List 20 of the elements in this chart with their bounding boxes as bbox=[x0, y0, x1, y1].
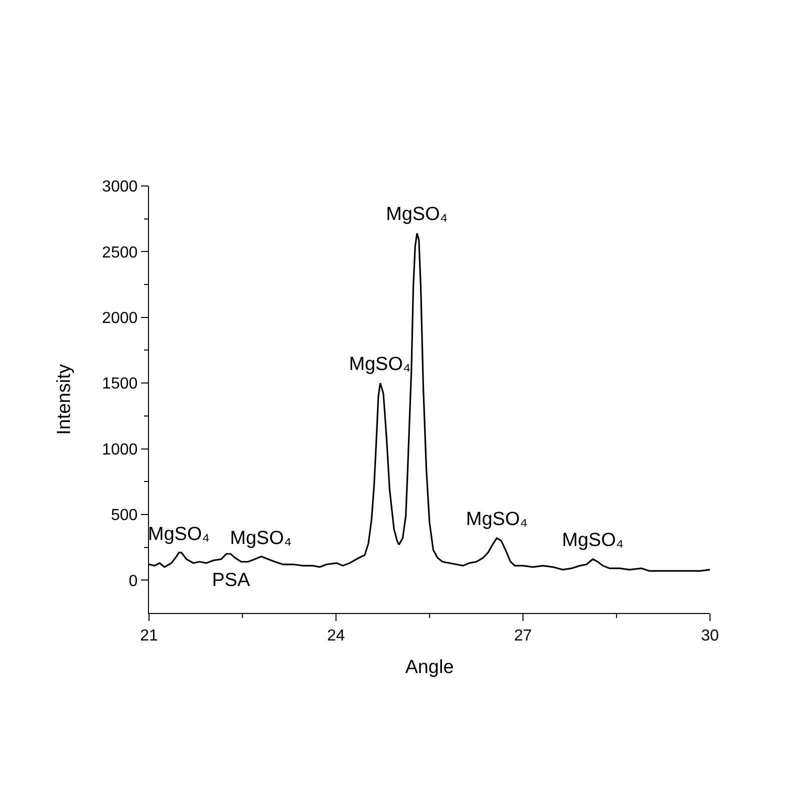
y-axis-title: Intensity bbox=[54, 364, 75, 435]
y-tick-label: 500 bbox=[110, 507, 138, 524]
x-tick-label: 24 bbox=[327, 627, 345, 644]
y-tick-label: 1000 bbox=[102, 441, 138, 458]
annotation: MgSO₄ bbox=[386, 204, 448, 225]
annotation: MgSO₄ bbox=[562, 530, 624, 551]
annotation: MgSO₄ bbox=[148, 524, 210, 545]
x-tick-label: 30 bbox=[701, 627, 719, 644]
annotation: PSA bbox=[212, 570, 250, 591]
annotation: MgSO₄ bbox=[466, 509, 528, 530]
annotation: MgSO₄ bbox=[349, 354, 411, 375]
y-tick-label: 1500 bbox=[102, 376, 138, 393]
x-axis-title: Angle bbox=[405, 657, 454, 678]
annotation: MgSO₄ bbox=[230, 528, 292, 549]
x-tick-label: 27 bbox=[514, 627, 532, 644]
y-tick-label: 2500 bbox=[102, 244, 138, 262]
y-tick-label: 3000 bbox=[102, 178, 138, 196]
x-tick-label: 21 bbox=[140, 627, 158, 644]
y-tick-label: 2000 bbox=[102, 310, 138, 327]
y-tick-label: 0 bbox=[128, 572, 138, 590]
